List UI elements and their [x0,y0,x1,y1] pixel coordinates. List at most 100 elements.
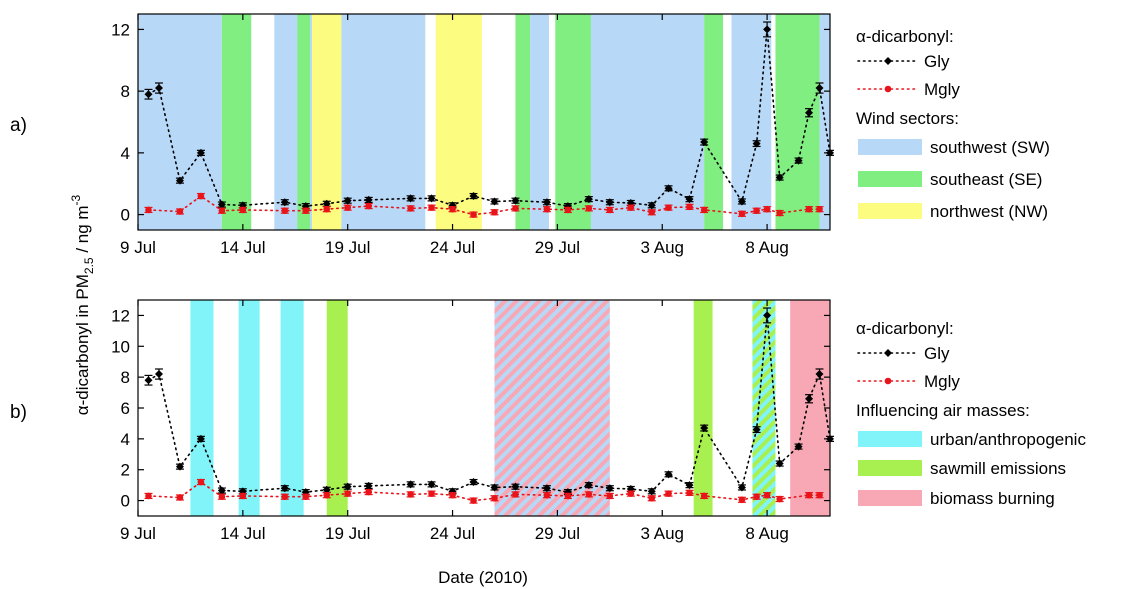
data-point-gly [752,425,761,434]
x-tick-label: 14 Jul [220,524,265,543]
data-point-gly [490,483,499,492]
x-tick-label: 14 Jul [220,238,265,257]
data-point-gly [343,196,352,205]
series-line-gly [147,315,831,493]
legend-marker-mgly [884,85,892,93]
data-point-mgly [218,493,226,501]
band-southwest [274,14,289,230]
legend-label-southwest: southwest (SW) [930,138,1050,157]
data-point-mgly [239,206,247,214]
data-point-mgly [753,493,760,501]
data-point-gly [427,194,436,203]
data-point-gly [511,196,520,205]
data-point-mgly [763,205,771,213]
plot-frame [137,13,831,231]
panel-b-label: b) [10,402,27,423]
data-point-mgly [428,204,435,211]
data-point-mgly [344,204,351,211]
data-point-mgly [470,497,477,504]
data-point-mgly [365,202,372,210]
x-tick-label: 8 Aug [745,524,789,543]
data-point-gly [664,470,673,479]
x-tick-label: 9 Jul [120,524,156,543]
data-point-gly [343,482,352,491]
y-tick-label: 12 [111,306,130,325]
x-tick-label: 24 Jul [430,238,475,257]
data-point-gly [144,90,153,99]
data-point-gly [815,370,824,379]
legend-swatch-urban [858,431,922,447]
y-tick-label: 12 [111,20,130,39]
band-southwest [819,14,830,230]
data-point-mgly [665,490,672,497]
data-point-mgly [281,493,289,501]
data-point-mgly [323,205,331,213]
data-point-gly [737,197,746,206]
legend-band-header: Influencing air masses: [856,401,1030,420]
y-tick-label: 8 [121,368,130,387]
y-axis-title-main: α-dicarbonyl in PM [73,274,92,415]
band-southwest [138,14,222,230]
data-point-mgly [543,491,551,499]
data-point-gly [664,184,673,193]
data-point-gly [364,195,373,204]
data-point-gly [175,176,184,185]
data-point-mgly [145,492,152,500]
band-southeast [555,14,591,230]
y-axis-title-superscript: -3 [69,194,83,205]
legend-label-biomass: biomass burning [930,489,1055,508]
series-line-gly [147,29,831,207]
band-northwest [312,14,342,230]
data-point-mgly [543,205,551,213]
band-biomass [790,300,830,516]
data-point-gly [511,482,520,491]
data-point-mgly [686,203,693,211]
legend-marker-gly [884,57,892,65]
data-point-mgly [449,491,456,499]
data-point-gly [805,108,814,117]
legend-label-sawmill: sawmill emissions [930,459,1066,478]
legend-label-mgly: Mgly [924,80,960,99]
panel-a-legend: α-dicarbonyl: Gly Mgly Wind sectors: southwe… [856,27,1050,221]
data-point-gly [196,148,205,157]
band-urban [190,300,214,516]
data-point-mgly [753,207,760,215]
y-axis-title: α-dicarbonyl in PM2.5 / ng m-3 [69,194,96,415]
legend-label-gly: Gly [924,52,950,71]
data-point-gly [700,424,709,433]
data-point-mgly [585,491,593,498]
data-point-gly [605,484,614,493]
data-point-mgly [197,478,205,486]
data-point-gly [685,195,694,204]
data-point-mgly [470,211,477,218]
data-point-gly [700,138,709,147]
data-point-mgly [805,205,813,213]
panel-b-legend: α-dicarbonyl: Gly Mgly Influencing air mass… [856,319,1086,508]
y-axis-title-unit: / ng m [73,205,92,257]
data-point-gly [685,481,694,490]
data-point-gly [217,200,226,209]
data-point-mgly [738,210,746,218]
legend-swatch-sawmill [858,460,922,476]
band-southeast [775,14,820,230]
data-point-mgly [763,491,771,499]
data-point-gly [196,434,205,443]
legend-swatch-southeast [858,171,922,187]
data-point-mgly [449,205,456,213]
y-axis-title-subscript: 2.5 [82,257,96,274]
data-point-mgly [606,206,614,214]
data-point-mgly [491,208,498,216]
data-point-mgly [323,491,331,499]
data-point-mgly [218,207,226,215]
data-point-gly [364,481,373,490]
data-point-gly [217,486,226,495]
legend-marker-gly [884,349,892,357]
x-tick-label: 3 Aug [640,238,684,257]
panel-b-chart: 0 2 4 6 8 10 12 9 Jul 14 Jul 19 Jul 24 Jul 29 Jul 3 … [111,299,834,543]
y-tick-label: 0 [121,206,130,225]
data-point-mgly [627,204,635,211]
data-point-gly [647,487,656,496]
legend-marker-mgly [884,377,892,385]
data-point-gly [737,483,746,492]
